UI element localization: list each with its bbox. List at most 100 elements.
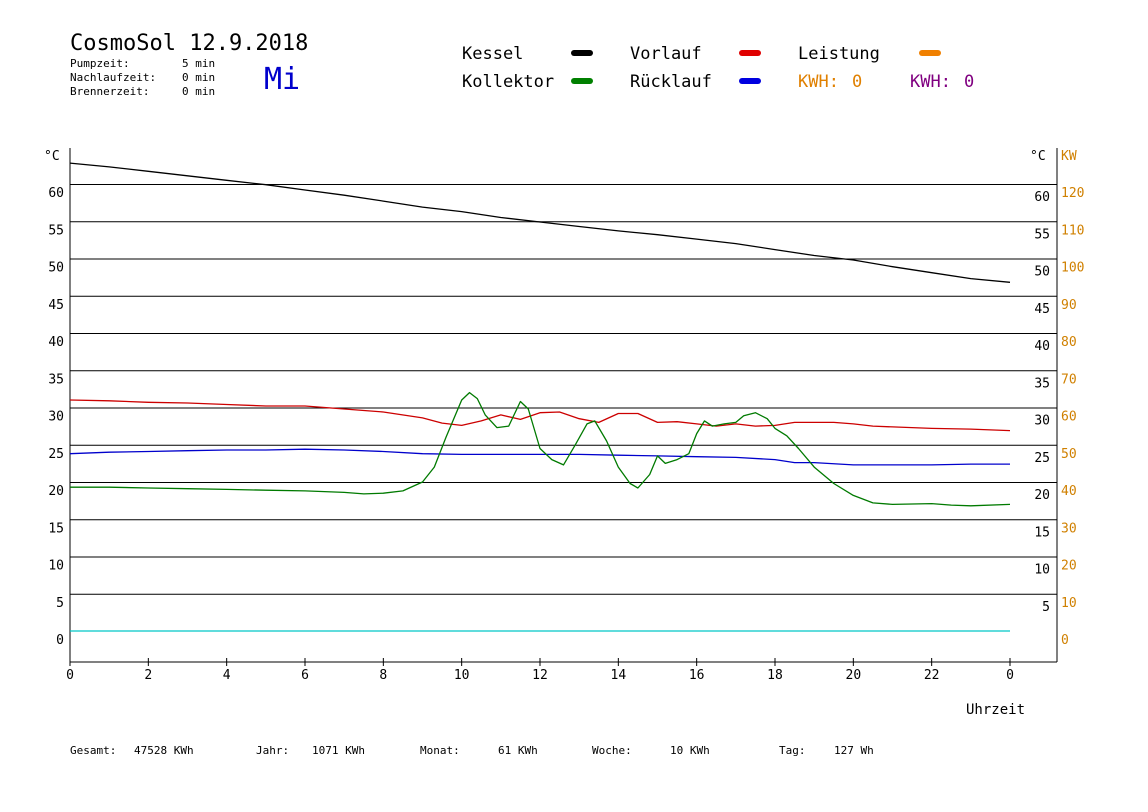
y-tick-label: 50 — [48, 261, 64, 276]
stat-label: Nachlaufzeit: — [70, 71, 156, 84]
kw-tick-label: 110 — [1061, 223, 1084, 238]
x-axis: 0 2 4 6 8 10 12 14 16 18 20 22 0 — [66, 658, 1014, 683]
legend-swatch-kollektor — [571, 78, 593, 84]
total-value-woche: 10 KWh — [670, 744, 710, 757]
legend-swatch-ruecklauf — [739, 78, 761, 84]
stat-value: 0 min — [182, 71, 215, 84]
x-tick-label: 4 — [223, 668, 231, 683]
y-tick-label-right: 35 — [1034, 376, 1050, 391]
x-tick-label: 18 — [767, 668, 783, 683]
y-tick-label: 30 — [48, 410, 64, 425]
kw-tick-label: 80 — [1061, 335, 1077, 350]
legend-label-kessel: Kessel — [462, 44, 523, 64]
series-line-rcklauf — [69, 448, 1010, 466]
kwh-orange-value: 0 — [852, 72, 862, 92]
y-tick-label-right: 5 — [1042, 600, 1050, 615]
y-tick-label: 20 — [48, 484, 64, 499]
total-label-gesamt: Gesamt: — [70, 744, 116, 757]
y-tick-label-right: 20 — [1034, 488, 1050, 503]
legend: Kessel Kollektor Vorlauf Rücklauf Leistu… — [462, 44, 974, 92]
series — [69, 162, 1011, 632]
x-tick-label: 0 — [66, 668, 74, 683]
kw-tick-label: 10 — [1061, 596, 1077, 611]
y-tick-label-right: 30 — [1034, 414, 1050, 429]
total-label-monat: Monat: — [420, 744, 460, 757]
stat-label: Brennerzeit: — [70, 85, 149, 98]
y-tick-label: 5 — [56, 596, 64, 611]
x-tick-label: 10 — [454, 668, 470, 683]
total-label-jahr: Jahr: — [256, 744, 289, 757]
x-tick-label: 12 — [532, 668, 548, 683]
grid — [69, 148, 1058, 663]
y-axis-left: 0 5 10 15 20 25 30 35 40 45 50 55 60 — [48, 186, 64, 648]
total-label-tag: Tag: — [779, 744, 806, 757]
y-tick-label-right: 60 — [1034, 190, 1050, 205]
x-tick-label: 14 — [611, 668, 627, 683]
y-tick-label: 0 — [56, 633, 64, 648]
total-value-tag: 127 Wh — [834, 744, 874, 757]
y-tick-label: 55 — [48, 223, 64, 238]
kw-axis: 0 10 20 30 40 50 60 70 80 90 100 110 120 — [1061, 186, 1084, 648]
y-tick-label-right: 10 — [1034, 563, 1050, 578]
x-tick-label: 20 — [846, 668, 862, 683]
kwh-purple-value: 0 — [964, 72, 974, 92]
legend-label-ruecklauf: Rücklauf — [630, 72, 712, 92]
kw-tick-label: 100 — [1061, 261, 1084, 276]
legend-label-vorlauf: Vorlauf — [630, 44, 702, 64]
kw-tick-label: 60 — [1061, 410, 1077, 425]
legend-swatch-leistung — [919, 50, 941, 56]
y-tick-label-right: 25 — [1034, 451, 1050, 466]
y-tick-label-right: 45 — [1034, 302, 1050, 317]
kw-tick-label: 90 — [1061, 298, 1077, 313]
x-tick-label: 6 — [301, 668, 309, 683]
legend-swatch-vorlauf — [739, 50, 761, 56]
y-axis-right: 5 10 15 20 25 30 35 40 45 50 55 60 — [1034, 190, 1050, 615]
kw-tick-label: 0 — [1061, 633, 1069, 648]
kwh-purple-label: KWH: — [910, 72, 951, 92]
kw-tick-label: 20 — [1061, 559, 1077, 574]
chart-title: CosmoSol 12.9.2018 — [70, 31, 308, 56]
y-tick-label-right: 55 — [1034, 227, 1050, 242]
y-tick-label: 45 — [48, 298, 64, 313]
y-tick-label: 35 — [48, 372, 64, 387]
stat-value: 5 min — [182, 57, 215, 70]
weekday-label: Mi — [264, 62, 300, 97]
kw-axis-unit: KW — [1061, 149, 1077, 164]
series-line-kessel — [69, 162, 1011, 283]
total-label-woche: Woche: — [592, 744, 632, 757]
y-tick-label-right: 50 — [1034, 265, 1050, 280]
kw-tick-label: 70 — [1061, 372, 1077, 387]
x-tick-label: 2 — [144, 668, 152, 683]
right-axis-unit: °C — [1030, 149, 1046, 164]
total-value-monat: 61 KWh — [498, 744, 538, 757]
kw-tick-label: 50 — [1061, 447, 1077, 462]
stat-value: 0 min — [182, 85, 215, 98]
total-value-gesamt: 47528 KWh — [134, 744, 194, 757]
x-tick-label: 16 — [689, 668, 705, 683]
y-tick-label: 15 — [48, 521, 64, 536]
stat-label: Pumpzeit: — [70, 57, 130, 70]
x-tick-label: 22 — [924, 668, 940, 683]
y-tick-label-right: 40 — [1034, 339, 1050, 354]
series-line-vorlauf — [69, 399, 1011, 432]
legend-swatch-kessel — [571, 50, 593, 56]
series-line-kollektor — [70, 391, 1011, 507]
x-axis-label: Uhrzeit — [966, 702, 1025, 718]
y-tick-label-right: 15 — [1034, 525, 1050, 540]
y-tick-label: 25 — [48, 447, 64, 462]
x-tick-label: 0 — [1006, 668, 1014, 683]
y-tick-label: 10 — [48, 559, 64, 574]
kw-tick-label: 120 — [1061, 186, 1084, 201]
y-tick-label: 40 — [48, 335, 64, 350]
total-value-jahr: 1071 KWh — [312, 744, 365, 757]
x-tick-label: 8 — [379, 668, 387, 683]
left-axis-unit: °C — [44, 149, 60, 164]
kwh-orange-label: KWH: — [798, 72, 839, 92]
y-tick-label: 60 — [48, 186, 64, 201]
legend-label-kollektor: Kollektor — [462, 72, 554, 92]
legend-label-leistung: Leistung — [798, 44, 880, 64]
kw-tick-label: 30 — [1061, 521, 1077, 536]
stats-block: Pumpzeit: 5 min Nachlaufzeit: 0 min Bren… — [70, 57, 215, 98]
footer-totals: Gesamt: 47528 KWh Jahr: 1071 KWh Monat: … — [70, 744, 874, 757]
